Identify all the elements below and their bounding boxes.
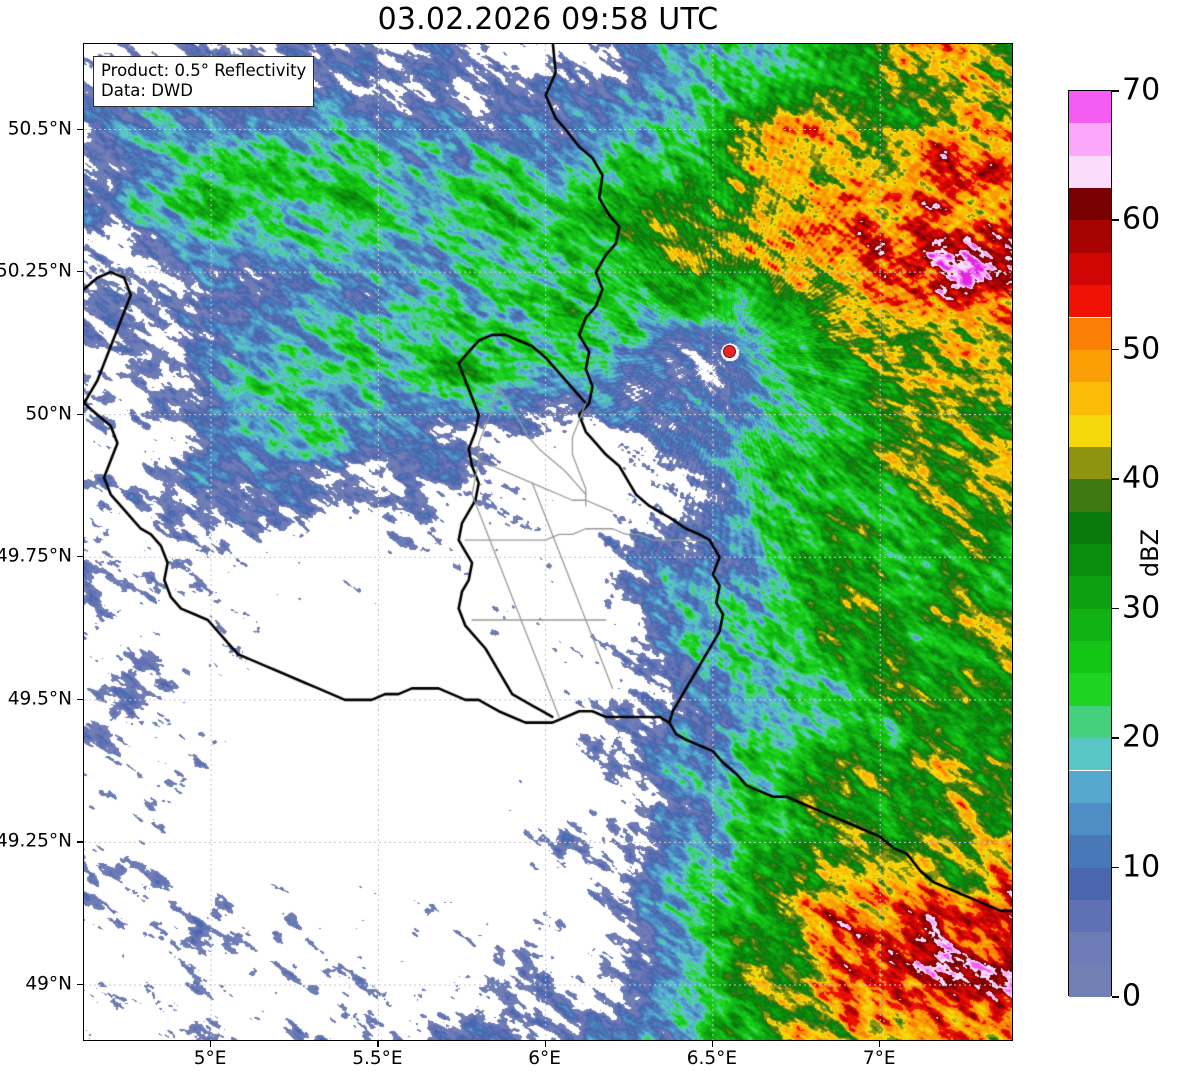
y-axis-tick-mark [77, 841, 83, 843]
y-axis-tick-mark [77, 128, 83, 130]
colorbar-band [1069, 835, 1111, 868]
y-axis-tick-mark [77, 983, 83, 986]
colorbar-tick-label: 60 [1122, 201, 1161, 237]
colorbar-band [1069, 608, 1111, 642]
colorbar-band [1069, 705, 1111, 739]
colorbar-tick-label: 0 [1122, 978, 1142, 1014]
colorbar-band [1069, 220, 1111, 253]
y-axis-tick-mark [77, 271, 83, 273]
colorbar-band [1069, 317, 1111, 350]
colorbar-band [1069, 802, 1111, 836]
colorbar-tick-label: 10 [1122, 849, 1161, 885]
radar-site-marker[interactable] [723, 345, 737, 359]
y-axis-tick-mark [77, 556, 83, 558]
x-axis-tick-mark [377, 1041, 379, 1047]
x-axis-tick-label: 6°E [528, 1048, 561, 1069]
radar-map-plot[interactable]: Product: 0.5° Reflectivity Data: DWD [83, 43, 1013, 1041]
page-title: 03.02.2026 09:58 UTC [377, 2, 719, 37]
x-axis-tick-label: 5°E [193, 1048, 227, 1069]
colorbar-band [1069, 770, 1111, 803]
legend-product-line: Product: 0.5° Reflectivity [101, 61, 307, 80]
colorbar-tick-label: 40 [1122, 460, 1161, 496]
x-axis-tick-label: 5.5°E [352, 1048, 403, 1069]
colorbar-band [1069, 446, 1111, 480]
y-axis-tick-label: 49.5°N [7, 688, 72, 710]
colorbar-tick-mark [1112, 219, 1119, 221]
colorbar-band [1069, 511, 1111, 544]
colorbar-tick-label: 70 [1122, 72, 1161, 108]
colorbar-band [1069, 349, 1111, 383]
colorbar-band [1069, 964, 1111, 997]
colorbar-tick-mark [1112, 90, 1119, 92]
y-axis-tick-label: 49°N [25, 973, 72, 995]
colorbar-band [1069, 123, 1111, 156]
x-axis-tick-mark [210, 1041, 212, 1047]
y-axis-tick-mark [77, 413, 83, 415]
colorbar-tick-label: 30 [1122, 590, 1161, 626]
map-borders-layer [84, 44, 1012, 1040]
x-axis-tick-mark [879, 1041, 881, 1047]
colorbar-tick-mark [1112, 478, 1119, 480]
colorbar-tick-label: 50 [1122, 331, 1161, 367]
y-axis-tick-label: 50°N [25, 403, 72, 425]
colorbar-band [1069, 576, 1111, 609]
colorbar-tick-label: 20 [1122, 719, 1161, 755]
colorbar-axis-label: dBZ [1136, 528, 1164, 578]
colorbar-tick-mark [1112, 737, 1119, 739]
colorbar-band [1069, 867, 1111, 900]
y-axis-tick-label: 49.25°N [0, 830, 72, 852]
x-axis-tick-label: 7°E [862, 1048, 896, 1069]
colorbar-band [1069, 673, 1111, 706]
colorbar-band [1069, 382, 1111, 415]
colorbar-band [1069, 285, 1111, 318]
reflectivity-colorbar[interactable] [1068, 90, 1112, 997]
colorbar-tick-mark [1112, 996, 1119, 998]
y-axis-tick-mark [77, 698, 83, 701]
colorbar-tick-mark [1112, 348, 1119, 351]
colorbar-band [1069, 479, 1111, 512]
x-axis-tick-mark [711, 1041, 714, 1047]
colorbar-band [1069, 188, 1111, 221]
colorbar-band [1069, 544, 1111, 577]
colorbar-tick-mark [1112, 607, 1119, 610]
colorbar-tick-mark [1112, 866, 1119, 869]
colorbar-band [1069, 738, 1111, 771]
y-axis-tick-label: 49.75°N [0, 545, 72, 567]
colorbar-band [1069, 91, 1111, 124]
x-axis-tick-mark [544, 1041, 546, 1047]
legend-info-box: Product: 0.5° Reflectivity Data: DWD [93, 56, 315, 108]
legend-data-line: Data: DWD [101, 81, 193, 101]
colorbar-band [1069, 155, 1111, 189]
y-axis-tick-label: 50.5°N [7, 118, 72, 140]
colorbar-band [1069, 641, 1111, 674]
colorbar-band [1069, 252, 1111, 286]
colorbar-band [1069, 414, 1111, 447]
y-axis-tick-label: 50.25°N [0, 260, 72, 282]
colorbar-band [1069, 899, 1111, 933]
colorbar-band [1069, 932, 1111, 965]
x-axis-tick-label: 6.5°E [686, 1048, 738, 1069]
